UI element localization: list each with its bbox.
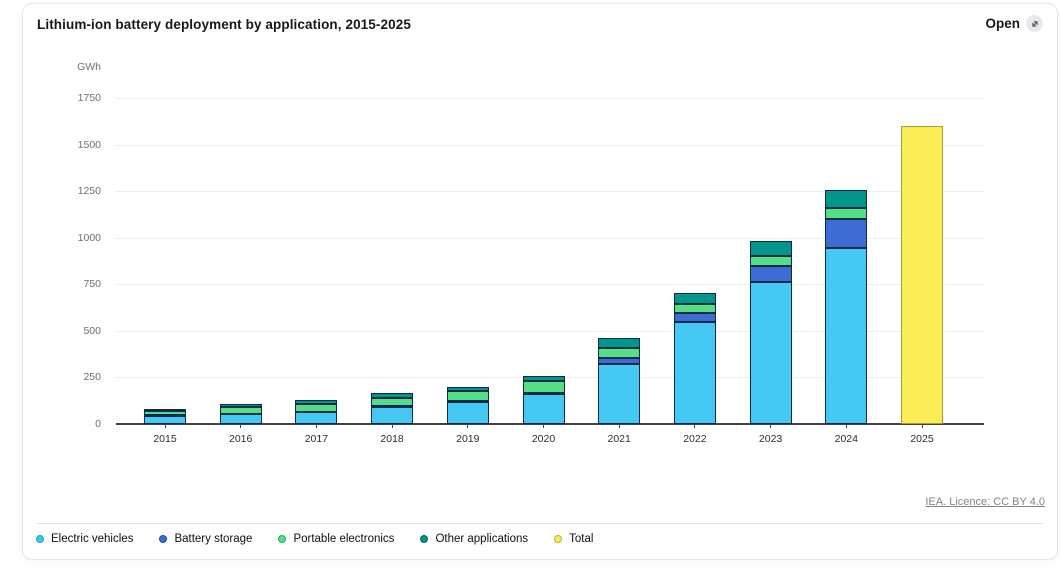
plot-area: 0 250 500 750 1000 1250 1500 1750 2015 2016 2017 20… bbox=[78, 92, 984, 445]
bar-segment[interactable] bbox=[749, 240, 792, 256]
bar-segment[interactable] bbox=[825, 189, 868, 208]
x-tick-mark bbox=[845, 424, 847, 428]
bar-segment[interactable] bbox=[673, 321, 716, 424]
bar-segment[interactable] bbox=[749, 282, 792, 424]
bar-segment[interactable] bbox=[673, 303, 716, 313]
gridline bbox=[116, 191, 984, 193]
legend-dot-other-applications-icon bbox=[420, 535, 429, 543]
legend-item-portable-electronics[interactable]: Portable electronics bbox=[278, 533, 394, 545]
open-button[interactable]: Open bbox=[985, 15, 1043, 32]
legend-label: Total bbox=[569, 533, 594, 545]
y-tick-label: 1000 bbox=[77, 231, 101, 244]
x-axis-label: 2025 bbox=[910, 433, 934, 445]
y-tick-label: 0 bbox=[95, 418, 101, 430]
legend-item-total[interactable]: Total bbox=[554, 533, 593, 545]
gridline bbox=[116, 237, 984, 239]
legend-label: Portable electronics bbox=[293, 533, 395, 545]
page-title: Lithium-ion battery deployment by applic… bbox=[37, 17, 411, 32]
bar-segment[interactable] bbox=[371, 406, 414, 424]
gridline bbox=[116, 98, 984, 99]
bar-segment[interactable] bbox=[446, 391, 489, 401]
bar-segment[interactable] bbox=[295, 403, 338, 413]
y-tick-label: 250 bbox=[83, 371, 101, 384]
open-button-label: Open bbox=[985, 16, 1020, 31]
attribution-link[interactable]: IEA. Licence: CC BY 4.0 bbox=[925, 496, 1045, 508]
bar-segment[interactable] bbox=[522, 381, 565, 393]
x-tick-mark bbox=[315, 424, 317, 428]
x-axis-label: 2019 bbox=[456, 433, 480, 445]
legend-dot-electric-vehicles-icon bbox=[36, 535, 44, 543]
bar-segment[interactable] bbox=[219, 413, 262, 424]
legend-dot-total-icon bbox=[554, 535, 563, 543]
bar-segment[interactable] bbox=[522, 394, 565, 424]
x-tick-mark bbox=[543, 424, 544, 428]
y-tick-label: 500 bbox=[83, 324, 101, 337]
y-tick-label: 750 bbox=[83, 278, 101, 291]
legend-label: Electric vehicles bbox=[51, 533, 134, 545]
x-axis-label: 2022 bbox=[683, 433, 707, 445]
legend: Electric vehicles Battery storage Portable… bbox=[36, 533, 593, 545]
x-tick-mark bbox=[240, 424, 242, 428]
x-tick-mark bbox=[391, 424, 393, 428]
bar-segment[interactable] bbox=[598, 338, 641, 349]
bar-segment[interactable] bbox=[144, 411, 186, 416]
x-axis-line bbox=[116, 423, 984, 425]
y-tick-label: 1250 bbox=[77, 185, 101, 198]
bar-segment[interactable] bbox=[446, 402, 489, 424]
bar-segment[interactable] bbox=[371, 397, 414, 406]
legend-item-other-applications[interactable]: Other applications bbox=[420, 533, 528, 545]
x-tick-mark bbox=[467, 424, 469, 428]
x-tick-mark bbox=[770, 424, 772, 428]
bar-segment[interactable] bbox=[295, 400, 338, 404]
x-axis-label: 2020 bbox=[531, 433, 556, 445]
x-axis-label: 2018 bbox=[380, 433, 404, 445]
gridline bbox=[116, 284, 984, 286]
bar-segment[interactable] bbox=[825, 219, 868, 248]
bar-segment[interactable] bbox=[598, 357, 641, 365]
legend-divider bbox=[36, 523, 1044, 524]
bar-segment[interactable] bbox=[598, 348, 641, 358]
x-axis-label: 2021 bbox=[607, 433, 631, 445]
gridline bbox=[116, 330, 984, 332]
chart-card: Lithium-ion battery deployment by applic… bbox=[22, 3, 1058, 560]
bar-segment[interactable] bbox=[446, 387, 489, 392]
legend-label: Other applications bbox=[435, 533, 529, 545]
bar-segment[interactable] bbox=[219, 407, 262, 414]
bar-segment[interactable] bbox=[219, 404, 262, 408]
legend-item-electric-vehicles[interactable]: Electric vehicles bbox=[36, 533, 133, 545]
bar-segment[interactable] bbox=[673, 292, 716, 304]
expand-icon bbox=[1026, 15, 1043, 32]
y-tick-label: 1500 bbox=[77, 138, 101, 151]
gridline bbox=[116, 144, 984, 146]
x-tick-mark bbox=[694, 424, 696, 428]
legend-item-battery-storage[interactable]: Battery storage bbox=[159, 533, 252, 545]
legend-dot-portable-electronics-icon bbox=[278, 535, 287, 543]
bar-segment[interactable] bbox=[598, 364, 641, 424]
x-axis-label: 2016 bbox=[229, 433, 253, 445]
bar-segment[interactable] bbox=[144, 415, 186, 424]
x-tick-mark bbox=[618, 424, 620, 428]
legend-label: Battery storage bbox=[174, 533, 253, 545]
bar-segment[interactable] bbox=[825, 207, 868, 220]
bar-segment[interactable] bbox=[825, 247, 868, 424]
bar-segment[interactable] bbox=[901, 125, 943, 424]
x-tick-mark bbox=[164, 424, 166, 428]
y-tick-label: 1750 bbox=[77, 92, 101, 104]
y-axis-unit-label: GWh bbox=[77, 61, 101, 73]
bar-segment[interactable] bbox=[522, 376, 565, 382]
x-axis-label: 2017 bbox=[304, 433, 329, 445]
x-axis-label: 2023 bbox=[758, 433, 783, 445]
bar-segment[interactable] bbox=[144, 408, 186, 412]
bar-segment[interactable] bbox=[749, 255, 792, 266]
x-tick-mark bbox=[921, 424, 923, 428]
bar-segment[interactable] bbox=[673, 312, 716, 322]
x-axis-label: 2015 bbox=[153, 433, 177, 445]
legend-dot-battery-storage-icon bbox=[159, 535, 168, 543]
bar-segment[interactable] bbox=[371, 392, 414, 398]
bar-segment[interactable] bbox=[295, 412, 338, 424]
x-axis-label: 2024 bbox=[834, 433, 858, 445]
bar-segment[interactable] bbox=[749, 265, 792, 283]
